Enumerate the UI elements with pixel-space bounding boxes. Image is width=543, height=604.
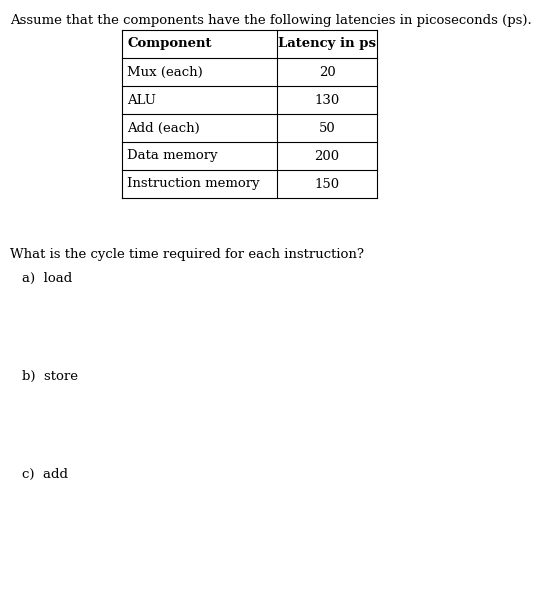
Text: 150: 150 <box>314 178 339 190</box>
Text: 50: 50 <box>319 121 336 135</box>
Text: Instruction memory: Instruction memory <box>127 178 260 190</box>
Text: ALU: ALU <box>127 94 156 106</box>
Text: Add (each): Add (each) <box>127 121 200 135</box>
Text: Latency in ps: Latency in ps <box>278 37 376 51</box>
Text: Assume that the components have the following latencies in picoseconds (ps).: Assume that the components have the foll… <box>10 14 532 27</box>
Text: 200: 200 <box>314 150 339 162</box>
Text: 20: 20 <box>319 65 336 79</box>
Text: c)  add: c) add <box>22 468 68 481</box>
Text: Data memory: Data memory <box>127 150 218 162</box>
Text: What is the cycle time required for each instruction?: What is the cycle time required for each… <box>10 248 364 261</box>
Text: Component: Component <box>127 37 212 51</box>
Text: b)  store: b) store <box>22 370 78 383</box>
Text: 130: 130 <box>314 94 339 106</box>
Text: Mux (each): Mux (each) <box>127 65 203 79</box>
Text: a)  load: a) load <box>22 272 72 285</box>
